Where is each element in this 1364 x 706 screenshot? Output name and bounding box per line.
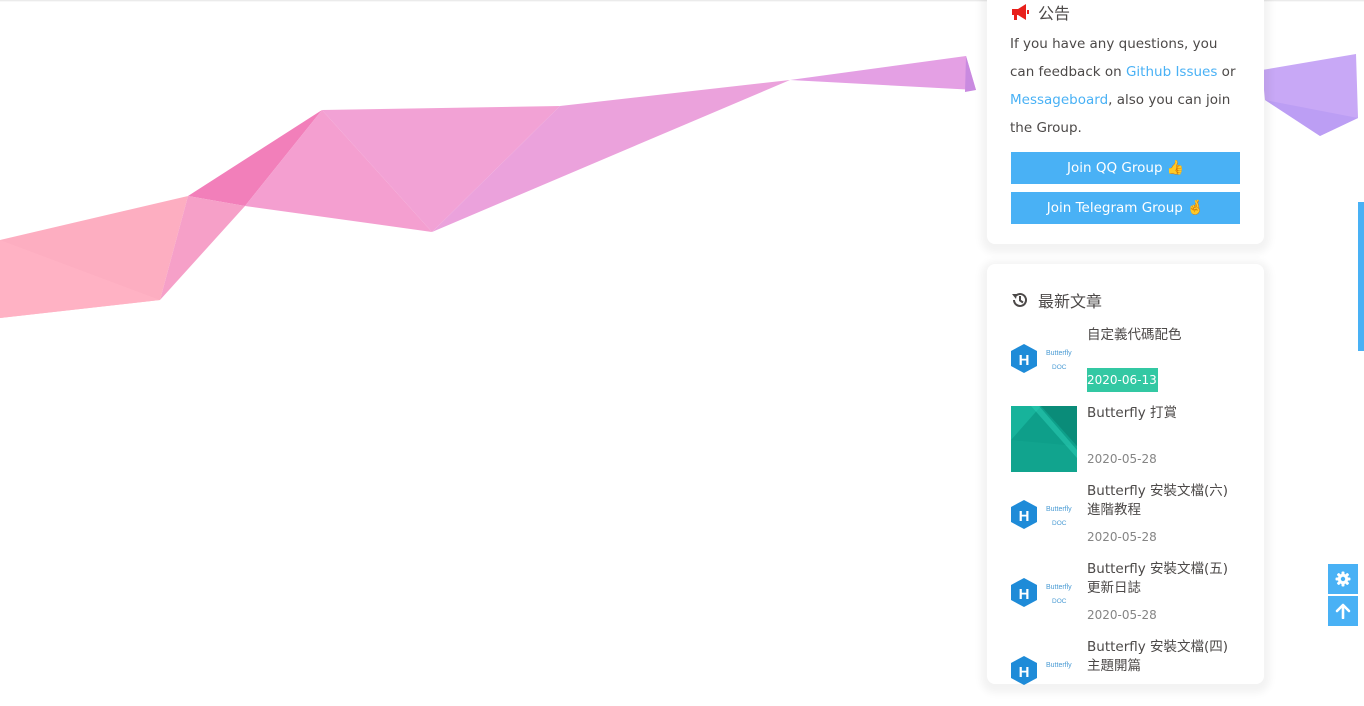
- join-qq-label: Join QQ Group: [1067, 160, 1163, 176]
- list-item[interactable]: H Butterfly DOC Butterfly 安裝文檔(五) 更新日誌 2…: [1011, 561, 1243, 628]
- svg-text:Butterfly: Butterfly: [1046, 506, 1072, 513]
- list-item[interactable]: Butterfly 打賞 2020-05-28: [1011, 405, 1243, 472]
- butterfly-doc-logo: H Butterfly DOC: [1011, 344, 1072, 373]
- ribbon-background: [0, 54, 1358, 318]
- post-date: 2020-05-28: [1087, 452, 1157, 466]
- arrow-up-icon: [1335, 603, 1351, 619]
- announcement-text-part: or: [1217, 64, 1236, 80]
- join-qq-group-button[interactable]: Join QQ Group 👍: [1011, 152, 1240, 184]
- announcement-text-part: , also you can join the Group.: [1010, 92, 1231, 136]
- list-item[interactable]: H Butterfly DOC 自定義代碼配色 2020-06-13: [1011, 327, 1243, 394]
- post-thumbnail[interactable]: [1011, 406, 1077, 472]
- announcement-title: 公告: [1038, 4, 1071, 23]
- butterfly-doc-logo: H Butterfly DOC: [1011, 578, 1072, 607]
- butterfly-doc-logo: H Butterfly: [1011, 656, 1072, 685]
- header-shadow: [0, 0, 1364, 2]
- messageboard-link[interactable]: Messageboard: [1010, 92, 1109, 108]
- recent-posts-card: 最新文章 H Butterfly DOC 自定義代碼配色 2020-06-13 …: [987, 264, 1264, 685]
- svg-text:Butterfly: Butterfly: [1046, 350, 1072, 357]
- post-thumbnail[interactable]: H Butterfly DOC: [1011, 562, 1077, 628]
- svg-text:H: H: [1019, 586, 1030, 603]
- post-thumbnail[interactable]: H Butterfly: [1011, 640, 1077, 706]
- announcement-text: If you have any questions, you can feedb…: [1010, 30, 1242, 142]
- list-item[interactable]: H Butterfly Butterfly 安裝文檔(四) 主題開篇: [1011, 639, 1243, 706]
- crossed-fingers-icon: 🤞: [1186, 200, 1205, 216]
- post-date: 2020-06-13: [1087, 368, 1158, 392]
- bullhorn-icon: [1012, 4, 1029, 20]
- gear-icon: [1335, 571, 1351, 587]
- svg-text:DOC: DOC: [1052, 364, 1067, 371]
- announcement-card: 公告 If you have any questions, you can fe…: [987, 0, 1264, 244]
- svg-text:Butterfly: Butterfly: [1046, 584, 1072, 591]
- svg-text:H: H: [1019, 508, 1030, 525]
- recent-posts-title: 最新文章: [1038, 292, 1103, 311]
- join-telegram-group-button[interactable]: Join Telegram Group 🤞: [1011, 192, 1240, 224]
- scrollbar-thumb[interactable]: [1358, 202, 1364, 351]
- thumbs-up-icon: 👍: [1166, 160, 1184, 176]
- announcement-text-part: If you have any questions, you can feedb…: [1010, 36, 1218, 80]
- list-item[interactable]: H Butterfly DOC Butterfly 安裝文檔(六) 進階教程 2…: [1011, 483, 1243, 550]
- post-title[interactable]: Butterfly 安裝文檔(六) 進階教程: [1087, 483, 1229, 518]
- post-title[interactable]: 自定義代碼配色: [1087, 327, 1182, 343]
- svg-text:H: H: [1019, 664, 1030, 681]
- post-title[interactable]: Butterfly 打賞: [1087, 405, 1178, 421]
- post-thumbnail[interactable]: H Butterfly DOC: [1011, 484, 1077, 550]
- announcement-header: 公告: [1010, 0, 1070, 24]
- post-title[interactable]: Butterfly 安裝文檔(五) 更新日誌: [1087, 561, 1229, 596]
- post-date: 2020-05-28: [1087, 530, 1157, 544]
- recent-posts-header: 最新文章: [1010, 288, 1102, 312]
- github-issues-link[interactable]: Github Issues: [1125, 64, 1218, 80]
- green-abstract-image: [1011, 406, 1077, 472]
- svg-text:DOC: DOC: [1052, 520, 1067, 527]
- back-to-top-button[interactable]: [1328, 596, 1358, 626]
- post-title[interactable]: Butterfly 安裝文檔(四) 主題開篇: [1087, 639, 1229, 674]
- post-date: 2020-05-28: [1087, 608, 1157, 622]
- butterfly-doc-logo: H Butterfly DOC: [1011, 500, 1072, 529]
- join-telegram-label: Join Telegram Group: [1046, 200, 1183, 216]
- svg-text:H: H: [1019, 352, 1030, 369]
- svg-text:DOC: DOC: [1052, 598, 1067, 605]
- settings-button[interactable]: [1328, 564, 1358, 594]
- post-thumbnail[interactable]: H Butterfly DOC: [1011, 328, 1077, 394]
- history-icon: [1012, 292, 1027, 307]
